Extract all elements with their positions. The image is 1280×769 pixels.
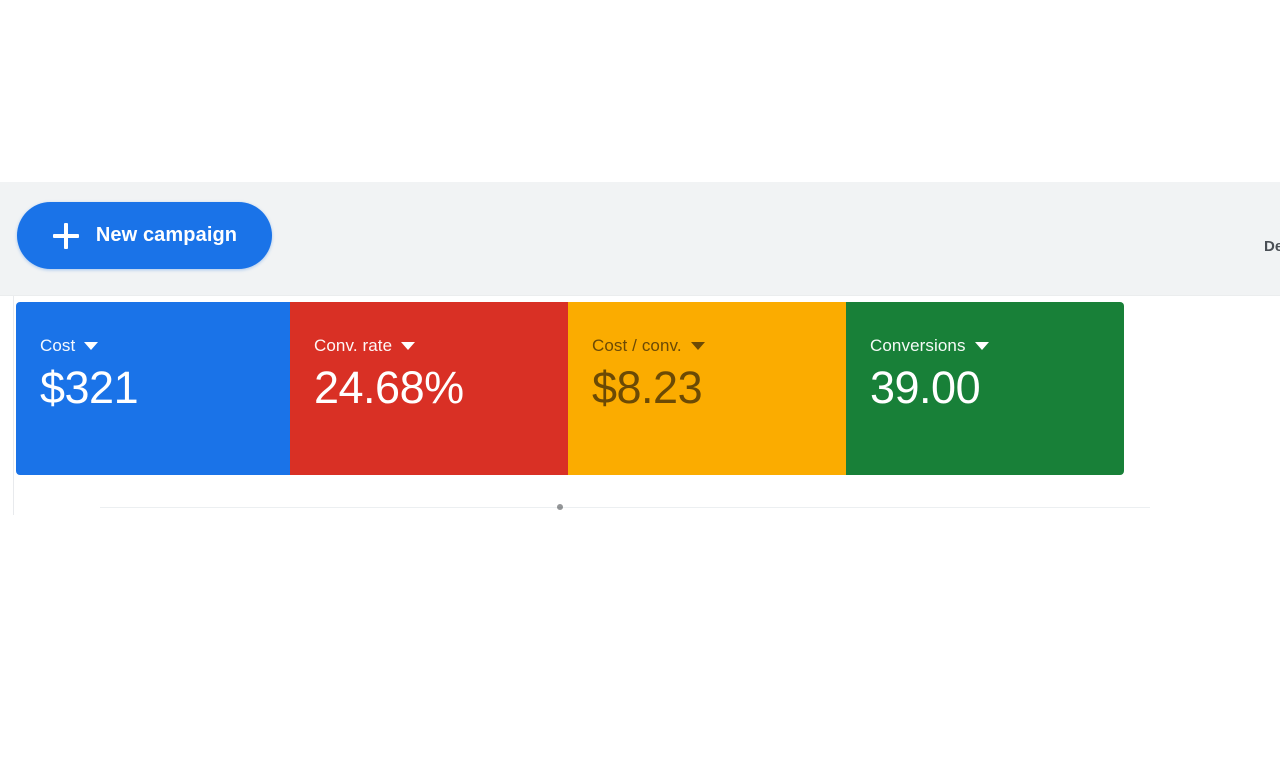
scorecard-cost-per-conv-value: $8.23 [592, 362, 703, 413]
scorecard-cost-per-conv[interactable]: Cost / conv. $8.23 [568, 302, 846, 475]
chevron-down-icon[interactable] [690, 342, 705, 350]
scorecard-conv-rate[interactable]: Conv. rate 24.68% [290, 302, 568, 475]
new-campaign-label: New campaign [95, 224, 238, 246]
scorecard-conversions-header[interactable]: Conversions [870, 336, 1124, 356]
chart-gridline [100, 507, 1150, 508]
scorecard-conversions-value: 39.00 [870, 362, 981, 413]
scorecard-cost-per-conv-label: Cost / conv. [592, 336, 682, 355]
toolbar-clipped-label: De [1264, 238, 1280, 255]
scorecard-conv-rate-value: 24.68% [314, 362, 464, 413]
scorecard-cost-value: $321 [40, 362, 139, 413]
scorecard-conversions-label: Conversions [870, 336, 966, 355]
campaign-toolbar: New campaign [0, 182, 1280, 296]
scorecard-conversions[interactable]: Conversions 39.00 [846, 302, 1124, 475]
chevron-down-icon[interactable] [84, 342, 99, 350]
performance-chart[interactable] [14, 476, 1280, 515]
scorecard-cost-per-conv-header[interactable]: Cost / conv. [592, 336, 846, 356]
scorecard-conv-rate-header[interactable]: Conv. rate [314, 336, 568, 356]
blank-area-above [0, 0, 1280, 182]
scorecard-conv-rate-label: Conv. rate [314, 336, 393, 355]
scorecard-cost-label: Cost [40, 336, 76, 355]
chart-data-point[interactable] [557, 504, 563, 510]
scorecard-strip: Cost $321 Conv. rate 24.68% Cost / conv.… [16, 302, 1124, 475]
chevron-down-icon[interactable] [974, 342, 989, 350]
plus-icon [52, 222, 80, 250]
scorecard-cost-header[interactable]: Cost [40, 336, 290, 356]
scorecard-cost[interactable]: Cost $321 [16, 302, 290, 475]
blank-area-below [0, 515, 1280, 769]
chevron-down-icon[interactable] [401, 342, 416, 350]
new-campaign-button[interactable]: New campaign [17, 202, 272, 269]
